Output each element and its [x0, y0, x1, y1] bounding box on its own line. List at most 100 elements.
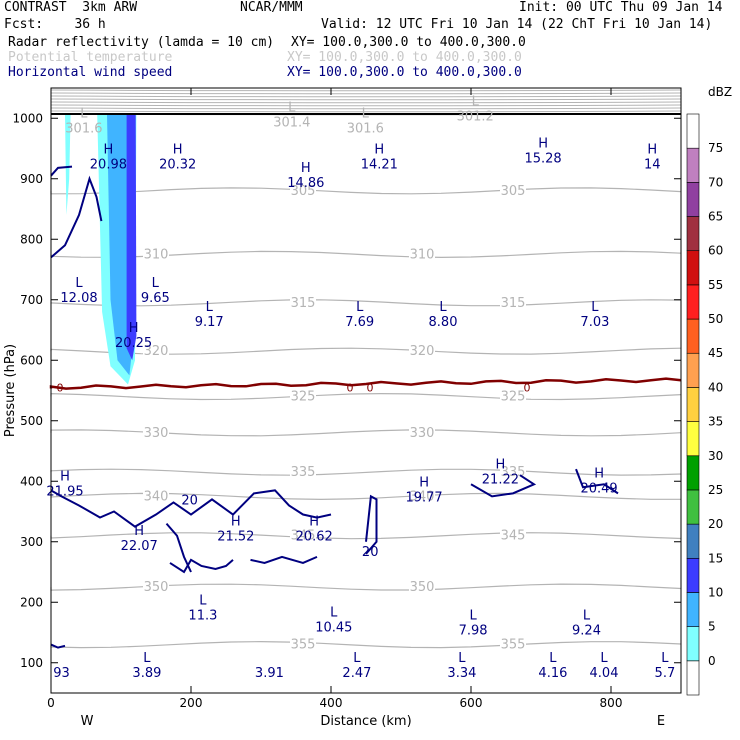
- colorbar-swatch: [686, 113, 700, 149]
- colorbar-swatch: [686, 250, 700, 286]
- wind-speed-label: 20: [362, 545, 379, 560]
- wind-extremum-marker: L: [143, 651, 151, 666]
- theta-min-marker: L: [472, 94, 480, 109]
- x-tick-label: 200: [180, 696, 203, 710]
- wind-speed-contour: [365, 494, 378, 555]
- x-tick-label: 600: [460, 696, 483, 710]
- wind-speed-label: 14.21: [361, 158, 398, 173]
- colorbar-label: 20: [708, 517, 723, 531]
- theta-contour-label: 320: [410, 344, 435, 359]
- plot-frame: [50, 87, 682, 694]
- theta-contour-label: 330: [144, 426, 169, 441]
- theta-contour-label: 330: [410, 426, 435, 441]
- colorbar-swatch: [686, 489, 700, 525]
- wind-speed-label: 20.25: [115, 336, 152, 351]
- theta-min-label: 301.4: [273, 115, 310, 130]
- wind-speed-label: 15.28: [524, 152, 561, 167]
- theta-contour: [50, 583, 682, 591]
- west-label: W: [81, 714, 94, 729]
- theta-contour-label: 350: [410, 580, 435, 595]
- theta-contour-label: 325: [291, 390, 316, 405]
- model-title: CONTRAST 3km ARW: [4, 0, 138, 15]
- wind-extremum-marker: H: [496, 457, 506, 472]
- y-tick-label: 800: [20, 232, 43, 246]
- wind-extremum-marker: L: [600, 651, 608, 666]
- theta-contour-label: 340: [410, 489, 435, 504]
- wind-speed-label: 7.69: [345, 315, 374, 330]
- wind-speed-label: 21.95: [46, 484, 83, 499]
- theta-contour: [50, 492, 681, 501]
- y-tick-label: 1000: [12, 111, 43, 125]
- wind-extremum-marker: H: [647, 143, 657, 158]
- theta-contour-label: 350: [144, 580, 169, 595]
- wind-extremum-marker: L: [591, 300, 599, 315]
- reflectivity-5dbz-area: [65, 114, 71, 216]
- wind-speed-label: 21.22: [482, 472, 519, 487]
- wind-speed-label: 4.16: [538, 666, 567, 681]
- y-tick-label: 500: [20, 414, 43, 428]
- wind-speed-contour: [50, 165, 73, 177]
- wind-extremum-marker: L: [152, 276, 160, 291]
- theta-contour-label: 335: [291, 465, 316, 480]
- wind-extremum-marker: H: [60, 469, 70, 484]
- colorbar-label: 50: [708, 312, 723, 326]
- wind-extremum-marker: L: [549, 651, 557, 666]
- east-label: E: [657, 714, 665, 729]
- colorbar-label: 35: [708, 415, 723, 429]
- y-tick-label: 900: [20, 172, 43, 186]
- colorbar-label: 5: [708, 620, 716, 634]
- y-tick-label: 300: [20, 535, 43, 549]
- theta-contour-label: 335: [501, 465, 526, 480]
- theta-contour-label: 345: [501, 529, 526, 544]
- colorbar-label: 0: [708, 654, 716, 668]
- y-tick-label: 600: [20, 353, 43, 367]
- wind-speed-contour: [575, 468, 619, 495]
- theta-min-marker: L: [362, 106, 370, 121]
- wind-speed-label: 4.04: [590, 666, 619, 681]
- colorbar-swatch: [686, 626, 700, 662]
- theta-contour-label: 345: [291, 529, 316, 544]
- theta-contour-label: 320: [144, 344, 169, 359]
- theta-contour: [50, 392, 682, 401]
- wind-speed-label: 8.80: [429, 315, 458, 330]
- wind-extremum-marker: L: [439, 300, 447, 315]
- y-tick-label: 400: [20, 474, 43, 488]
- wind-extremum-marker: L: [206, 300, 214, 315]
- wind-speed-label: 93: [53, 666, 70, 681]
- wind-speed-label: 14.86: [287, 176, 324, 191]
- field-1-xy: XY= 100.0,300.0 to 400.0,300.0: [291, 35, 526, 50]
- wind-speed-label: 3.91: [255, 666, 284, 681]
- theta-contour-label: 355: [291, 638, 316, 653]
- wind-speed-label: 7.03: [580, 315, 609, 330]
- wind-extremum-marker: H: [419, 475, 429, 490]
- theta-min-marker: L: [288, 100, 296, 115]
- wind-speed-contour: [165, 522, 192, 573]
- colorbar-swatch: [686, 147, 700, 183]
- colorbar-swatch: [686, 318, 700, 354]
- wind-speed-label: 10.45: [315, 620, 352, 635]
- colorbar-swatch: [686, 557, 700, 593]
- colorbar-label: 30: [708, 449, 723, 463]
- colorbar-swatch: [686, 421, 700, 457]
- colorbar-label: 75: [708, 141, 723, 155]
- wind-extremum-marker: L: [469, 609, 477, 624]
- theta-contour-label: 310: [144, 247, 169, 262]
- theta-contour-label: 315: [291, 296, 316, 311]
- colorbar-swatch: [686, 660, 700, 696]
- y-tick-label: 200: [20, 595, 43, 609]
- center-name: NCAR/MMM: [240, 0, 303, 15]
- theta-contour-label: 340: [144, 489, 169, 504]
- x-axis-label: Distance (km): [320, 714, 411, 729]
- colorbar-label: 65: [708, 210, 723, 224]
- colorbar-label: 45: [708, 346, 723, 360]
- freezing-level-label: 0: [367, 381, 374, 394]
- colorbar-swatch: [686, 352, 700, 388]
- colorbar-label: 60: [708, 244, 723, 258]
- theta-dense-line: [50, 89, 682, 92]
- colorbar-label: 55: [708, 278, 723, 292]
- field-3-xy: XY= 100.0,300.0 to 400.0,300.0: [287, 65, 522, 80]
- wind-speed-label: 20.32: [159, 158, 196, 173]
- theta-dense-line: [50, 107, 682, 110]
- wind-speed-label: 7.98: [459, 624, 488, 639]
